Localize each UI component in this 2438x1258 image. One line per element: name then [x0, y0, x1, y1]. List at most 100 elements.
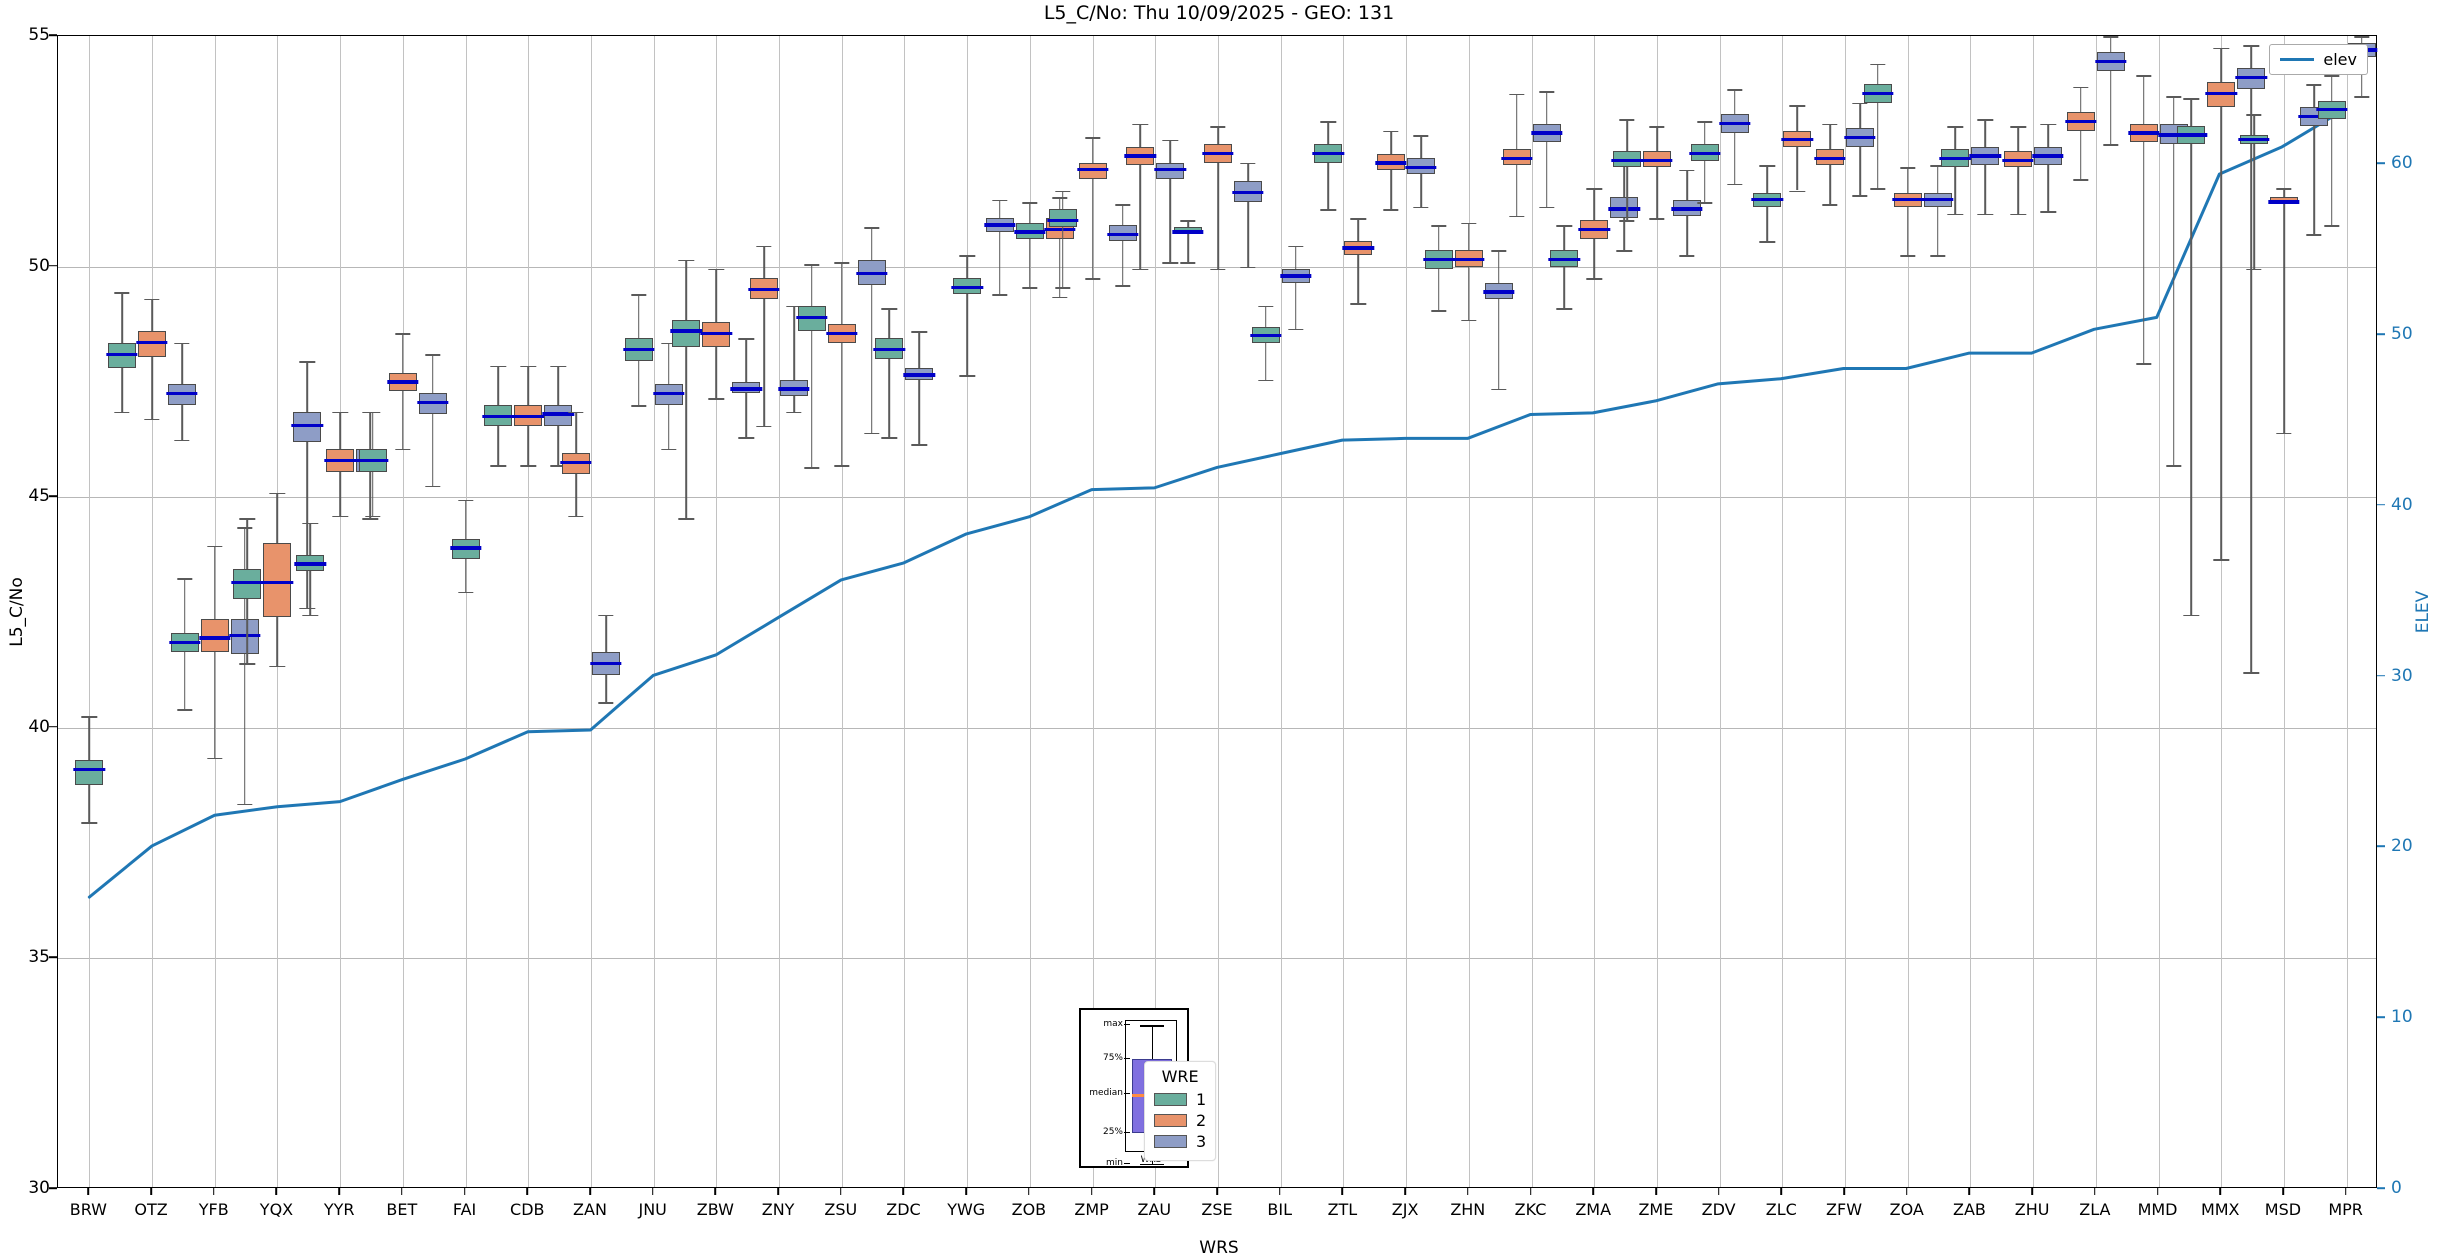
- boxplot-item[interactable]: [2235, 36, 2267, 1189]
- boxplot-item[interactable]: [1453, 36, 1485, 1189]
- boxplot-item[interactable]: [2002, 36, 2034, 1189]
- boxplot-item[interactable]: [826, 36, 858, 1189]
- boxplot-item[interactable]: [1641, 36, 1673, 1189]
- boxplot-whisker: [243, 527, 246, 804]
- boxplot-item[interactable]: [1172, 36, 1204, 1189]
- boxplot-item[interactable]: [1250, 36, 1282, 1189]
- boxplot-item[interactable]: [2238, 36, 2270, 1189]
- boxplot-item[interactable]: [199, 36, 231, 1189]
- boxplot-item[interactable]: [2268, 36, 2300, 1189]
- boxplot-item[interactable]: [652, 36, 685, 1189]
- boxplot-item[interactable]: [1342, 36, 1375, 1189]
- boxplot-item[interactable]: [1718, 36, 1751, 1189]
- boxplot-item[interactable]: [1922, 36, 1954, 1189]
- elev-line-swatch: [2280, 58, 2315, 61]
- boxplot-item[interactable]: [1781, 36, 1813, 1189]
- boxplot-item[interactable]: [482, 36, 514, 1189]
- boxplot-item[interactable]: [1892, 36, 1924, 1189]
- boxplot-item[interactable]: [542, 36, 574, 1189]
- boxplot-item[interactable]: [700, 36, 733, 1189]
- boxplot-item[interactable]: [730, 36, 763, 1189]
- wre-legend-row[interactable]: 1: [1154, 1090, 1206, 1109]
- boxplot-item[interactable]: [2095, 36, 2127, 1189]
- boxplot-whisker: [1357, 218, 1360, 304]
- boxplot-item[interactable]: [512, 36, 544, 1189]
- boxplot-item[interactable]: [1862, 36, 1894, 1189]
- boxplot-item[interactable]: [1046, 36, 1079, 1189]
- boxplot-item[interactable]: [261, 36, 294, 1189]
- wre-legend[interactable]: WRE 1 2 3: [1144, 1061, 1217, 1161]
- boxplot-item[interactable]: [417, 36, 449, 1189]
- boxplot-item[interactable]: [1548, 36, 1580, 1189]
- boxplot-item[interactable]: [291, 36, 324, 1189]
- boxplot-whisker: [1468, 222, 1470, 320]
- wre-legend-row[interactable]: 3: [1154, 1132, 1206, 1151]
- boxplot-item[interactable]: [106, 36, 138, 1189]
- boxplot-item[interactable]: [1154, 36, 1186, 1189]
- boxplot-item[interactable]: [231, 36, 264, 1189]
- wre-legend-row[interactable]: 2: [1154, 1111, 1206, 1130]
- boxplot-item[interactable]: [873, 36, 906, 1189]
- boxplot-item[interactable]: [1014, 36, 1046, 1189]
- boxplot-item[interactable]: [2205, 36, 2237, 1189]
- boxplot-item[interactable]: [73, 36, 106, 1189]
- elev-legend[interactable]: elev: [2269, 44, 2368, 75]
- boxplot-item[interactable]: [590, 36, 622, 1189]
- boxplot-item[interactable]: [2032, 36, 2064, 1189]
- boxplot-whisker: [1859, 102, 1861, 196]
- boxplot-item[interactable]: [166, 36, 198, 1189]
- boxplot-item[interactable]: [856, 36, 888, 1189]
- boxplot-item[interactable]: [1124, 36, 1156, 1189]
- boxplot-item[interactable]: [449, 36, 482, 1189]
- boxplot-item[interactable]: [1844, 36, 1876, 1189]
- boxplot-item[interactable]: [1969, 36, 2002, 1189]
- boxplot-item[interactable]: [903, 36, 936, 1189]
- boxplot-item[interactable]: [2315, 36, 2348, 1189]
- boxplot-item[interactable]: [1076, 36, 1109, 1189]
- boxplot-item[interactable]: [1939, 36, 1972, 1189]
- boxplot-item[interactable]: [1500, 36, 1533, 1189]
- boxplot-item[interactable]: [1106, 36, 1139, 1189]
- boxplot-item[interactable]: [1202, 36, 1234, 1189]
- boxplot-item[interactable]: [560, 36, 592, 1189]
- boxplot-item[interactable]: [1671, 36, 1703, 1189]
- boxplot-item[interactable]: [622, 36, 655, 1189]
- boxplot-item[interactable]: [169, 36, 201, 1189]
- boxplot-item[interactable]: [1751, 36, 1783, 1189]
- boxplot-item[interactable]: [1375, 36, 1407, 1189]
- boxplot-item[interactable]: [1483, 36, 1515, 1189]
- boxplot-item[interactable]: [2065, 36, 2097, 1189]
- inset-label-min: min: [1106, 1157, 1123, 1168]
- boxplot-item[interactable]: [1280, 36, 1312, 1189]
- boxplot-item[interactable]: [1405, 36, 1437, 1189]
- boxplot-item[interactable]: [229, 36, 261, 1189]
- boxplot-item[interactable]: [796, 36, 828, 1189]
- boxplot-item[interactable]: [984, 36, 1016, 1189]
- boxplot-item[interactable]: [1578, 36, 1610, 1189]
- boxplot-item[interactable]: [1423, 36, 1455, 1189]
- boxplot-median: [1423, 257, 1455, 262]
- boxplot-item[interactable]: [324, 36, 356, 1189]
- boxplot-median: [231, 580, 264, 585]
- x-tick-mark: [1780, 1188, 1783, 1195]
- boxplot-item[interactable]: [2345, 36, 2378, 1189]
- boxplot-item[interactable]: [2127, 36, 2160, 1189]
- boxplot-item[interactable]: [951, 36, 983, 1189]
- boxplot-item[interactable]: [294, 36, 326, 1189]
- boxplot-item[interactable]: [357, 36, 389, 1189]
- boxplot-item[interactable]: [1312, 36, 1345, 1189]
- boxplot-item[interactable]: [136, 36, 168, 1189]
- boxplot-item[interactable]: [1688, 36, 1721, 1189]
- boxplot-item[interactable]: [1611, 36, 1643, 1189]
- boxplot-item[interactable]: [2175, 36, 2207, 1189]
- boxplot-cap-max: [269, 492, 286, 495]
- boxplot-item[interactable]: [670, 36, 703, 1189]
- boxplot-item[interactable]: [778, 36, 810, 1189]
- boxplot-item[interactable]: [1530, 36, 1563, 1189]
- boxplot-cap-min: [1930, 255, 1946, 257]
- boxplot-item[interactable]: [1814, 36, 1846, 1189]
- boxplot-item[interactable]: [748, 36, 780, 1189]
- boxplot-item[interactable]: [1232, 36, 1264, 1189]
- boxplot-whisker: [1247, 162, 1249, 267]
- boxplot-item[interactable]: [387, 36, 419, 1189]
